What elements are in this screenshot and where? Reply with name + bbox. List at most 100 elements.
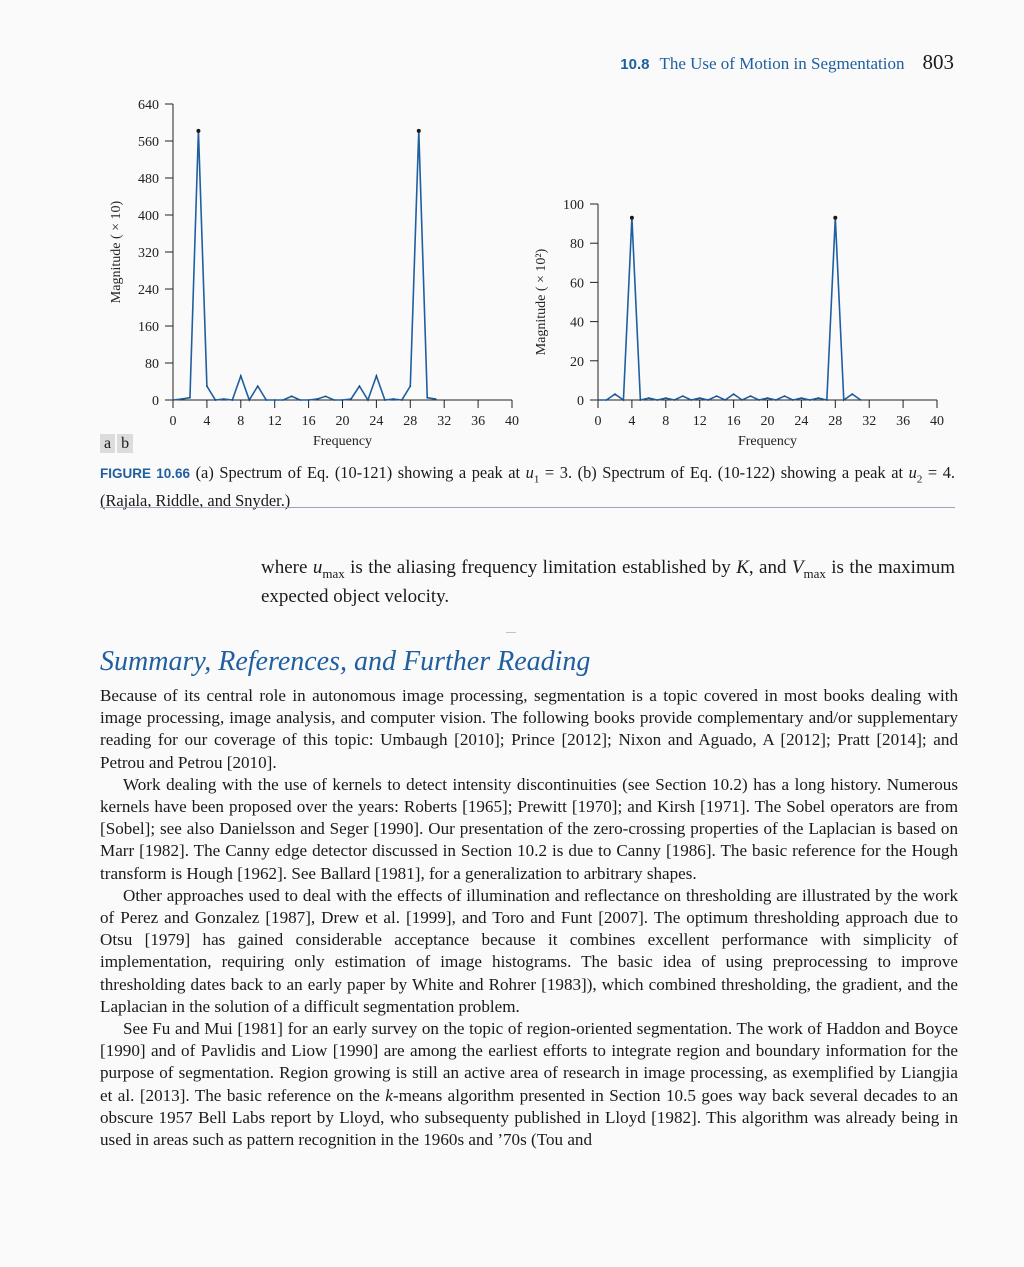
chart-a-y-tick-label: 320 [138, 246, 159, 261]
chart-a-data-point [324, 395, 327, 398]
section-body: Because of its central role in autonomou… [100, 685, 958, 1151]
chart-b-x-tick-label: 0 [595, 414, 602, 429]
caption-text-3: = 4. (Rajala, Riddle, and Snyder.) [100, 463, 955, 511]
chart-b-x-tick-label: 16 [727, 414, 741, 429]
chart-a-x-tick-label: 4 [203, 414, 210, 429]
chart-a-data-point [223, 398, 225, 400]
chart-b-data-point [741, 399, 743, 401]
page-number: 803 [922, 50, 955, 74]
chart-b-data-point [715, 395, 718, 397]
chart-a-data-point [172, 399, 174, 401]
chart-b-x-tick-label: 24 [794, 414, 808, 429]
paragraph-1: Because of its central role in autonomou… [100, 686, 958, 772]
chart-a-x-tick-label: 28 [403, 414, 417, 429]
chart-b-data-point [775, 399, 777, 401]
chart-a-y-tick-label: 80 [145, 357, 159, 372]
chart-b: 0 4 8 12 16 20 24 28 32 36 40 0 20 40 60 80 100 Frequency… [525, 190, 955, 450]
chart-a-x-tick-label: 24 [369, 414, 383, 429]
chart-b-peak-marker [629, 215, 634, 220]
chart-a-peak-marker [416, 128, 421, 133]
chart-b-data-point [758, 399, 760, 401]
chart-a-x-tick-label: 40 [505, 414, 519, 429]
tiny-mark [506, 632, 516, 633]
chart-b-data-point [783, 395, 786, 397]
chart-a: 0 4 8 12 16 20 24 28 32 36 40 0 80 160 240 320 400 480 560… [100, 90, 530, 450]
chart-b-x-axis-label: Frequency [738, 434, 797, 449]
chart-a-data-point [333, 399, 335, 401]
chart-b-x-tick-label: 12 [693, 414, 707, 429]
chart-b-data-point [622, 399, 625, 401]
chart-b-data-point [656, 399, 659, 401]
caption-sub1: 1 [533, 473, 540, 486]
chart-b-svg: 0 4 8 12 16 20 24 28 32 36 40 0 20 40 60 80 100 Frequency… [534, 198, 944, 449]
chart-b-data-point [639, 399, 642, 401]
chart-b-data-point [826, 399, 828, 401]
panel-label-a: a [100, 434, 116, 453]
chart-a-data-point [231, 399, 234, 401]
chart-a-data-point [350, 398, 352, 400]
paragraph-4-text-b: -means algorithm presented in Section 10… [100, 1085, 959, 1150]
running-head: 10.8 The Use of Motion in Segmentation 8… [620, 50, 954, 75]
chart-a-data-point [214, 399, 217, 401]
chart-b-y-axis-label: Magnitude ( × 10²) [534, 248, 549, 355]
paragraph-4-text-a: See Fu and Mui [1981] for an early surve… [100, 1019, 958, 1105]
chart-a-data-point [434, 398, 437, 400]
chart-b-data-point [766, 397, 769, 399]
caption-rule [100, 507, 955, 508]
chart-a-series-line [172, 130, 436, 402]
chart-a-data-point [256, 385, 259, 387]
chart-b-data-point [605, 399, 608, 401]
chart-a-data-point [248, 399, 251, 401]
chart-a-x-tick-label: 0 [170, 414, 177, 429]
caption-text-1: (a) Spectrum of Eq. (10-121) showing a p… [195, 463, 526, 482]
chart-a-data-point [180, 398, 183, 400]
chart-b-x-tick-label: 28 [828, 414, 842, 429]
chart-b-data-point [597, 399, 599, 401]
chart-b-data-point [698, 397, 701, 399]
section-running-title: The Use of Motion in Segmentation [659, 54, 905, 73]
chart-b-data-point [792, 399, 794, 401]
chart-a-data-point [426, 396, 429, 399]
chart-a-y-tick-label: 480 [138, 172, 159, 187]
chart-b-x-tick-label: 32 [862, 414, 876, 429]
where-umax-sub: max [322, 565, 345, 581]
chart-b-x-tick-label: 36 [896, 414, 910, 429]
where-text-1: where [261, 557, 313, 578]
paragraph-3: Other approaches used to deal with the e… [100, 885, 958, 1016]
chart-a-data-point [240, 375, 242, 377]
where-k: K [736, 557, 749, 578]
caption-u1: u [525, 463, 534, 482]
chart-b-data-point [665, 397, 667, 399]
chart-b-data-point [842, 399, 845, 401]
chart-a-data-point [189, 396, 191, 399]
chart-a-data-point [316, 398, 318, 400]
chart-a-data-point [282, 399, 284, 401]
where-v: V [791, 557, 804, 578]
chart-a-x-tick-label: 16 [302, 414, 316, 429]
panel-labels: a b [100, 434, 134, 453]
caption-text-2: = 3. (b) Spectrum of Eq. (10-122) showin… [539, 463, 909, 482]
caption-sub2: 2 [916, 473, 923, 486]
where-u: u [312, 557, 323, 578]
chart-b-y-tick-label: 20 [570, 355, 584, 370]
panel-label-b: b [117, 434, 134, 453]
chart-a-data-point [290, 395, 293, 398]
chart-a-data-point [341, 399, 344, 401]
caption-u2: u [908, 463, 917, 482]
chart-a-data-point [367, 399, 369, 401]
chart-a-data-point [273, 399, 276, 401]
chart-b-data-point [800, 397, 803, 399]
chart-b-y-tick-label: 80 [570, 237, 584, 252]
chart-b-x-tick-label: 4 [628, 414, 635, 429]
chart-a-x-tick-label: 36 [471, 414, 485, 429]
chart-a-y-tick-label: 160 [138, 320, 159, 335]
chart-a-x-tick-label: 20 [336, 414, 350, 429]
chart-a-x-tick-label: 12 [268, 414, 282, 429]
chart-a-svg: 0 4 8 12 16 20 24 28 32 36 40080160240320400480560… [109, 98, 519, 449]
chart-b-data-point [724, 399, 726, 401]
chart-a-y-tick-label: 400 [138, 209, 159, 224]
chart-a-data-point [299, 399, 301, 401]
chart-b-y-tick-label: 40 [570, 316, 584, 331]
where-text-3: , and [748, 557, 792, 578]
chart-b-x-tick-label: 8 [662, 414, 669, 429]
